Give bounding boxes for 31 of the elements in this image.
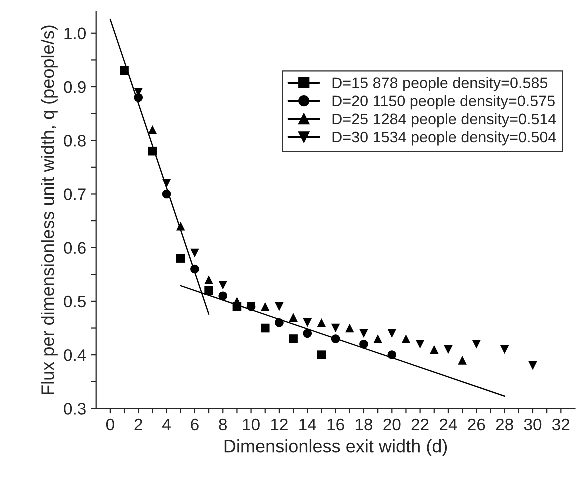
y-tick-label: 0.7 [64, 188, 86, 200]
x-tick-label: 26 [468, 418, 486, 431]
y-tick-label: 0.4 [64, 349, 86, 362]
y-tick-label: 0.3 [64, 403, 86, 415]
x-tick-label: 24 [440, 418, 458, 430]
legend-label: D=25 1284 people density=0.514 [332, 113, 556, 128]
y-tick-label: 0.9 [64, 81, 86, 94]
x-tick-label: 20 [384, 418, 401, 431]
x-tick-label: 4 [162, 419, 171, 430]
y-tick-label: 0.5 [64, 296, 86, 308]
x-tick-label: 8 [219, 418, 228, 431]
x-tick-label: 0 [106, 418, 114, 431]
y-tick-label: 1.0 [64, 28, 86, 40]
y-tick-label: 0.6 [64, 242, 86, 254]
legend-label: D=20 1150 people density=0.575 [332, 95, 555, 110]
x-tick-label: 30 [524, 418, 542, 431]
x-tick-label: 16 [328, 418, 344, 431]
legend-label: D=30 1534 people density=0.504 [332, 131, 556, 146]
x-tick-label: 6 [191, 418, 199, 431]
x-tick-label: 12 [271, 418, 288, 430]
x-tick-label: 22 [412, 418, 429, 430]
y-tick-label: 0.8 [64, 135, 86, 147]
x-tick-label: 32 [552, 418, 570, 431]
x-tick-label: 10 [243, 418, 260, 431]
legend-label: D=15 878 people density=0.585 [332, 77, 548, 92]
x-tick-label: 2 [134, 418, 142, 430]
x-tick-label: 18 [356, 418, 373, 431]
x-tick-label: 28 [496, 418, 514, 431]
x-axis-title: Dimensionless exit width (d) [224, 440, 448, 456]
x-tick-label: 14 [300, 419, 316, 430]
y-axis-title: Flux per dimensionless unit width, q (people/s) [41, 26, 58, 394]
